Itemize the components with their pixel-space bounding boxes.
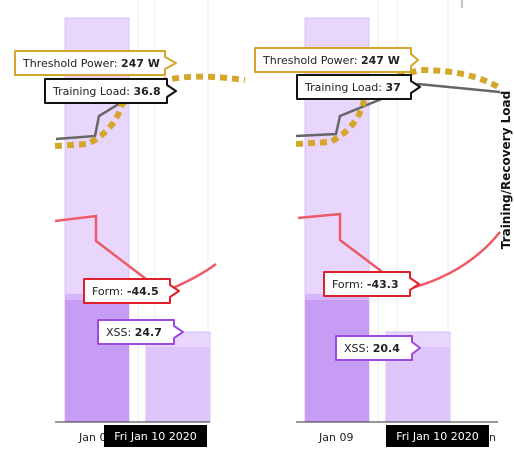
tooltip-form: Form: -44.5 (83, 278, 180, 304)
xss-tooltip-text: XSS: 24.7 (106, 326, 162, 339)
xss-bar-jan10 (146, 347, 210, 422)
xss-tooltip-text: XSS: 20.4 (344, 342, 400, 355)
training_load-label: Training Load: (52, 85, 134, 98)
form-label: Form: (92, 285, 127, 298)
training_load-tooltip-text: Training Load: 36.8 (52, 85, 161, 98)
hover-date-badge: Fri Jan 10 2020 (386, 425, 489, 447)
training_load-tooltip-text: Training Load: 37 (304, 81, 401, 94)
threshold-power-line (295, 66, 502, 147)
training-load-line (295, 82, 501, 138)
tooltip-xss: XSS: 24.7 (97, 319, 184, 345)
hover-date-badge: Fri Jan 10 2020 (104, 425, 207, 447)
hover-date-text: Fri Jan 10 2020 (114, 430, 197, 443)
tooltip-layer-right: Jan 09 Fri Jan 10 2020 n Threshold Power: 2… (254, 47, 513, 447)
training_load-value: 37 (386, 81, 401, 94)
xss-label: XSS: (344, 342, 373, 355)
x-tick-label: Jan 0 (78, 431, 106, 444)
x-tick-label: Jan 09 (318, 431, 353, 444)
form-tooltip-text: Form: -43.3 (332, 278, 399, 291)
form-value: -44.5 (127, 285, 159, 298)
tooltip-threshold_power: Threshold Power: 247 W (254, 47, 419, 73)
y-axis-title: Training/Recovery Load (499, 91, 513, 249)
tooltip-training_load: Training Load: 36.8 (44, 78, 177, 104)
xss-bar-jan09 (65, 300, 129, 422)
threshold_power-tooltip-text: Threshold Power: 247 W (262, 54, 400, 67)
threshold_power-value: 247 W (121, 57, 160, 70)
threshold_power-value: 247 W (361, 54, 400, 67)
form-line (54, 214, 217, 290)
tooltip-form: Form: -43.3 (323, 271, 420, 297)
tooltip-layer-left: Jan 0 Fri Jan 10 2020 Threshold Power: 247… (14, 50, 207, 447)
tooltip-training_load: Training Load: 37 (296, 74, 421, 100)
xss-value: 20.4 (373, 342, 400, 355)
form-label: Form: (332, 278, 367, 291)
threshold_power-label: Threshold Power: (262, 54, 361, 67)
hover-date-text: Fri Jan 10 2020 (396, 430, 479, 443)
threshold_power-tooltip-text: Threshold Power: 247 W (22, 57, 160, 70)
xss-value: 24.7 (135, 326, 162, 339)
form-tooltip-text: Form: -44.5 (92, 285, 159, 298)
training_load-value: 36.8 (134, 85, 161, 98)
training_load-label: Training Load: (304, 81, 386, 94)
tooltip-threshold_power: Threshold Power: 247 W (14, 50, 177, 76)
x-tick-label-partial: n (489, 431, 496, 444)
tooltip-xss: XSS: 20.4 (335, 335, 421, 361)
xss-label: XSS: (106, 326, 135, 339)
threshold_power-label: Threshold Power: (22, 57, 121, 70)
form-value: -43.3 (367, 278, 399, 291)
